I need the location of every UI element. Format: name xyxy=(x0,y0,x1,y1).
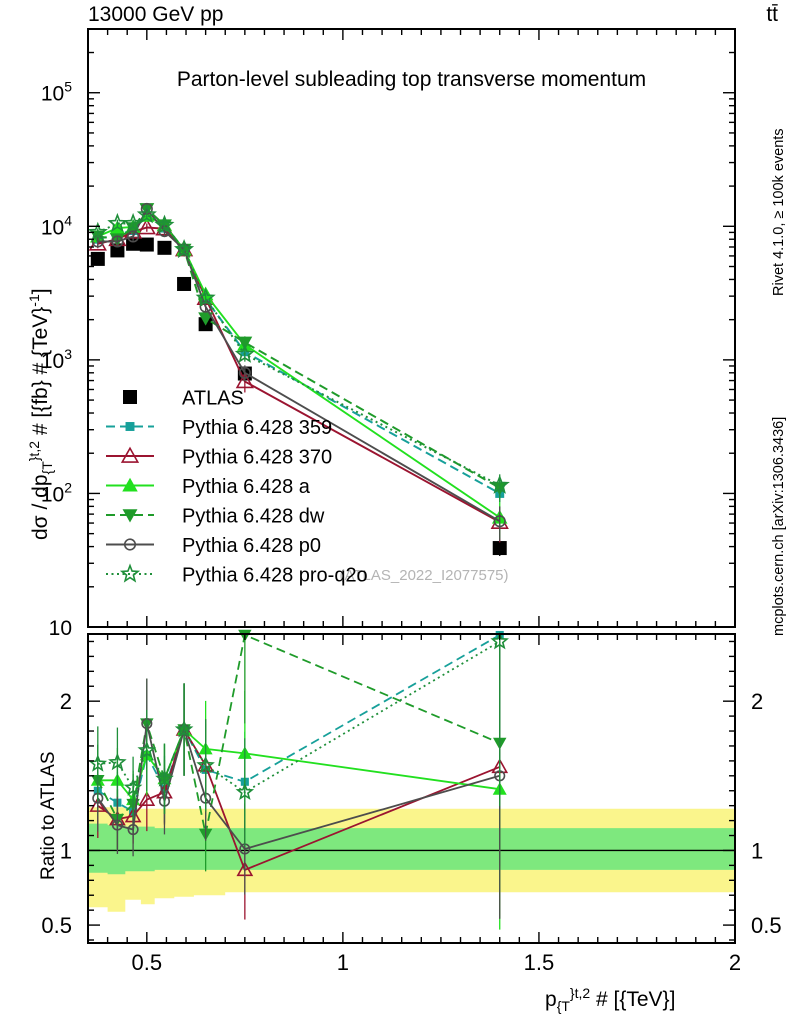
data-marker xyxy=(122,509,138,523)
header-left: 13000 GeV pp xyxy=(88,3,224,26)
xlabel-p: p xyxy=(545,988,557,1011)
data-marker xyxy=(173,238,195,259)
series-atlas xyxy=(90,236,507,557)
ratio-y-tick-label-right: 2 xyxy=(751,689,763,714)
x-axis-label: p{T}t,2 # [{TeV}] xyxy=(545,985,675,1014)
data-marker xyxy=(237,336,253,350)
legend-entry[interactable]: Pythia 6.428 370 xyxy=(106,447,332,469)
main-panel-frame xyxy=(87,28,736,628)
data-marker xyxy=(136,204,157,224)
legend-label: Pythia 6.428 a xyxy=(182,476,311,498)
data-marker xyxy=(492,541,507,556)
data-marker xyxy=(122,212,144,232)
dataset-watermark: (ATLAS_2022_I2077575) xyxy=(339,567,508,584)
data-marker xyxy=(110,243,125,258)
y-tick-label: 104 xyxy=(41,212,72,239)
data-marker xyxy=(154,214,175,234)
data-marker xyxy=(120,446,140,463)
data-marker xyxy=(138,791,156,806)
legend-entry[interactable]: Pythia 6.428 a xyxy=(106,476,311,498)
ratio-series-pythia-6-428-359 xyxy=(93,630,504,840)
main-series-group xyxy=(87,202,510,557)
data-marker xyxy=(137,740,157,759)
ratio-line xyxy=(97,634,501,813)
data-marker xyxy=(127,823,139,836)
ratio-panel-frame xyxy=(87,633,736,944)
data-marker xyxy=(127,230,140,243)
data-marker xyxy=(490,631,509,650)
legend-label: Pythia 6.428 pro-q2o xyxy=(182,565,368,587)
data-marker xyxy=(108,752,127,771)
legend-label: Pythia 6.428 p0 xyxy=(182,535,321,557)
data-marker xyxy=(87,221,108,242)
legend-label: Pythia 6.428 dw xyxy=(182,506,325,528)
data-marker xyxy=(195,287,216,307)
y-tick-label: 10 xyxy=(49,617,72,640)
ratio-y-tick-label: 0.5 xyxy=(41,913,72,938)
data-marker xyxy=(123,538,137,551)
ratio-y-tick-label: 1 xyxy=(60,838,72,863)
legend-entry[interactable]: ATLAS xyxy=(123,388,244,410)
ratio-line xyxy=(96,633,501,835)
y-tick-label: 102 xyxy=(41,479,72,506)
legend-label: Pythia 6.428 359 xyxy=(182,417,332,439)
legend-entry[interactable]: Pythia 6.428 p0 xyxy=(106,535,321,557)
ratio-y-tick-label: 2 xyxy=(60,689,72,714)
data-marker xyxy=(177,276,192,291)
xlabel-sub: {T xyxy=(556,998,570,1015)
y-tick-label: 105 xyxy=(41,79,72,106)
data-marker xyxy=(123,777,143,796)
x-tick-label: 1.5 xyxy=(524,950,555,975)
data-marker xyxy=(493,515,506,528)
legend-label: ATLAS xyxy=(182,388,244,410)
y-tick-label: 103 xyxy=(41,346,72,373)
data-marker xyxy=(235,782,255,801)
data-marker xyxy=(123,390,137,404)
data-marker xyxy=(235,372,254,389)
ratio-y-tick-label-right: 1 xyxy=(751,838,763,863)
x-tick-label: 2 xyxy=(729,950,741,975)
series-pythia-6-428-pro-q2o xyxy=(87,204,510,499)
data-marker xyxy=(88,234,107,251)
data-marker xyxy=(157,240,172,255)
series-line xyxy=(97,213,501,487)
data-marker xyxy=(196,755,215,774)
data-marker xyxy=(238,366,251,379)
data-marker xyxy=(111,235,124,248)
main-panel-title: Parton-level subleading top transverse m… xyxy=(177,68,646,91)
data-marker xyxy=(111,819,123,831)
header-right: tt̄ xyxy=(766,3,778,26)
ratio-line xyxy=(97,727,500,802)
data-marker xyxy=(155,768,174,787)
data-marker xyxy=(107,212,128,232)
series-line xyxy=(97,214,501,519)
x-tick-label: 0.5 xyxy=(132,950,163,975)
data-marker xyxy=(90,251,105,266)
x-tick-label: 1 xyxy=(337,950,349,975)
data-marker xyxy=(125,422,135,431)
xlabel-sup: }t,2 xyxy=(569,985,591,1001)
data-marker xyxy=(234,343,255,363)
series-line xyxy=(97,207,501,523)
legend-entry[interactable]: Pythia 6.428 359 xyxy=(106,417,332,439)
ratio-y-tick-label-right: 0.5 xyxy=(751,913,782,938)
data-marker xyxy=(119,563,141,583)
data-marker xyxy=(489,474,510,494)
ratio-series-group xyxy=(88,629,509,930)
legend-entry[interactable]: Pythia 6.428 pro-q2o xyxy=(106,563,368,587)
legend-label: Pythia 6.428 370 xyxy=(182,447,332,469)
ratio-inner-uncertainty-band xyxy=(88,823,735,875)
data-marker xyxy=(139,237,154,252)
data-marker xyxy=(198,312,214,326)
legend-entry[interactable]: Pythia 6.428 dw xyxy=(106,506,325,528)
data-marker xyxy=(174,719,194,738)
xlabel-rest: # [{TeV}] xyxy=(590,988,676,1011)
ratio-series-pythia-6-428-pro-q2o xyxy=(88,631,509,847)
data-marker xyxy=(137,218,156,235)
data-marker xyxy=(122,477,138,492)
